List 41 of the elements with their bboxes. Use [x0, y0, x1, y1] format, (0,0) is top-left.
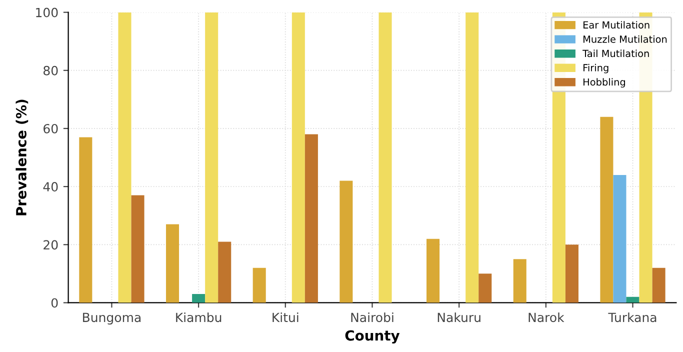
bar: [478, 274, 492, 303]
legend-label: Hobbling: [584, 78, 625, 88]
bar: [340, 180, 353, 303]
bar: [192, 294, 206, 303]
bar: [205, 12, 218, 303]
x-tick-label: Nakuru: [438, 312, 480, 322]
bar: [304, 134, 318, 303]
legend-label: Tail Mutilation: [582, 50, 649, 58]
y-tick-label: 20: [44, 240, 58, 250]
bar: [166, 224, 180, 303]
bar: [626, 296, 640, 303]
bar: [292, 12, 305, 303]
x-tick-label: Kitui: [272, 312, 298, 322]
x-tick-label: Kiambu: [176, 312, 222, 322]
y-tick-label: 80: [44, 66, 58, 76]
y-tick-label: 0: [51, 298, 58, 308]
legend-label: Firing: [584, 64, 608, 74]
bar: [600, 116, 614, 303]
bar: [426, 238, 440, 303]
x-tick-label: Bungoma: [83, 312, 141, 325]
x-axis-title: County: [345, 330, 400, 344]
bar: [131, 195, 144, 303]
bar: [79, 137, 92, 303]
bar: [565, 244, 578, 303]
bar: [466, 12, 479, 303]
x-tick-label: Nairobi: [351, 312, 394, 322]
y-tick-label: 40: [43, 182, 58, 192]
bar: [513, 259, 526, 303]
x-tick-label: Narok: [528, 312, 564, 322]
bar: [218, 242, 232, 303]
bar: [252, 268, 266, 303]
y-tick-label: 100: [36, 8, 58, 18]
bar: [652, 268, 666, 303]
y-axis-title: Prevalence (%): [16, 100, 28, 216]
bar: [613, 174, 626, 303]
legend-label: Muzzle Mutilation: [584, 35, 667, 43]
bar: [118, 12, 132, 303]
bar: [378, 12, 392, 303]
y-tick-label: 60: [44, 124, 58, 134]
x-tick-label: Turkana: [608, 312, 656, 322]
legend-label: Ear Mutilation: [584, 21, 650, 29]
